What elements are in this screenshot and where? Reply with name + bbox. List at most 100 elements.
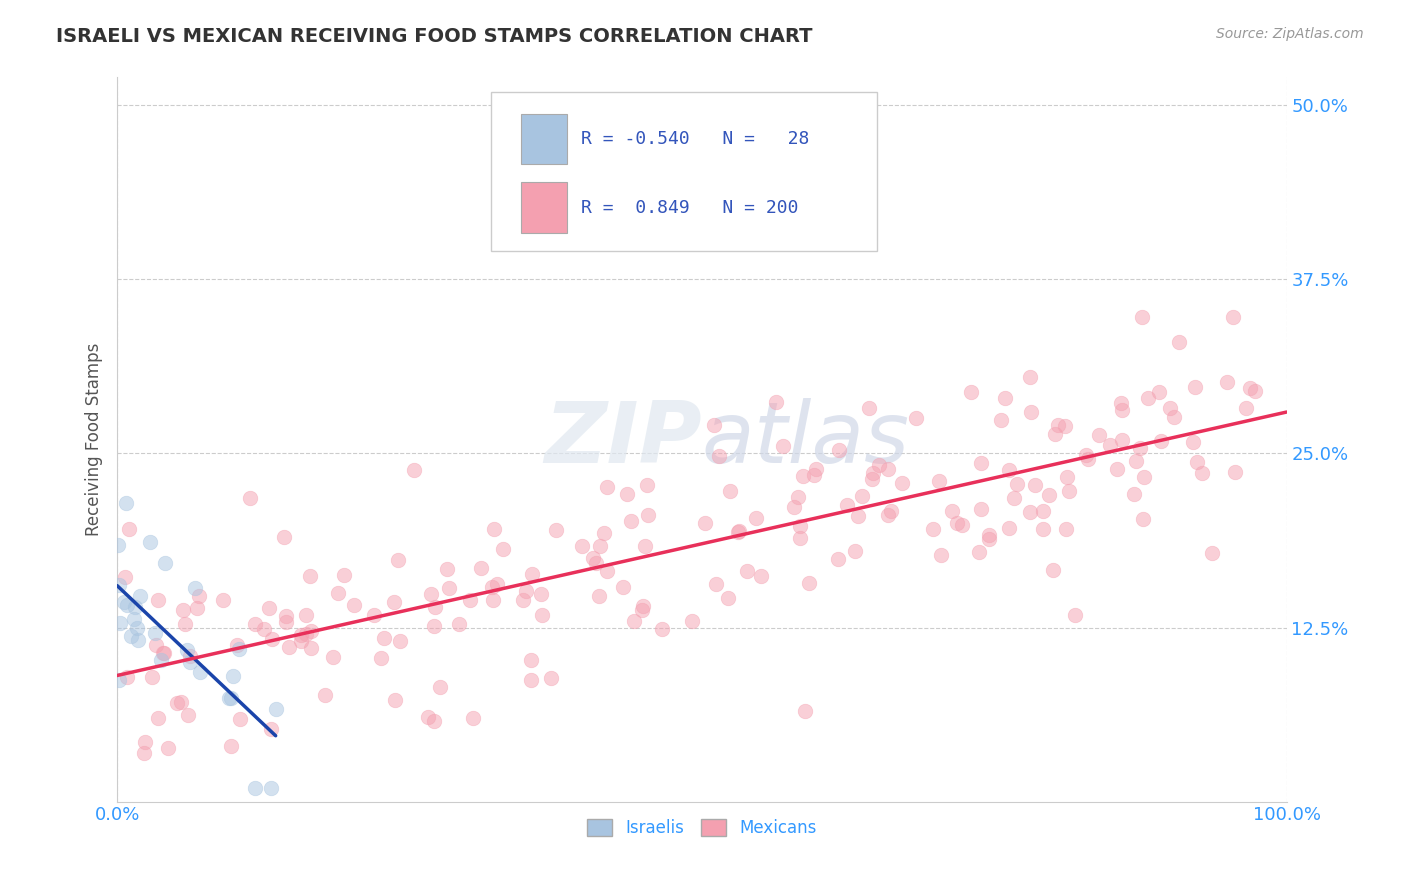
Point [115, 670, 138, 684]
Point [485, 577, 508, 591]
Point [585, 556, 607, 570]
Point [139, 534, 162, 549]
Point [186, 601, 208, 615]
Point [239, 491, 262, 505]
Point [484, 522, 506, 536]
Point [112, 594, 135, 608]
Point [134, 735, 156, 749]
Point [211, 593, 233, 607]
Bar [520, 113, 568, 164]
Point [994, 391, 1017, 405]
Point [616, 486, 638, 500]
Point [423, 619, 446, 633]
Point [188, 665, 211, 680]
Point [1191, 466, 1213, 480]
Legend: Israelis, Mexicans: Israelis, Mexicans [581, 813, 824, 844]
Point [290, 634, 312, 648]
Point [879, 504, 901, 518]
Point [332, 567, 354, 582]
Point [108, 578, 131, 592]
Point [1223, 465, 1246, 479]
Point [1057, 484, 1080, 499]
Point [176, 642, 198, 657]
Point [264, 702, 287, 716]
Point [153, 556, 176, 570]
Point [623, 615, 645, 629]
Point [979, 528, 1001, 542]
Point [595, 564, 617, 578]
Point [1107, 462, 1129, 476]
Point [612, 580, 634, 594]
Point [1234, 401, 1257, 416]
Point [120, 629, 142, 643]
Point [786, 491, 808, 505]
Point [177, 708, 200, 723]
Point [166, 696, 188, 710]
Point [745, 511, 768, 525]
Point [520, 567, 543, 582]
Text: ZIP: ZIP [544, 398, 702, 481]
Point [179, 648, 201, 663]
Point [387, 553, 409, 567]
Point [519, 673, 541, 687]
Point [342, 598, 364, 612]
Point [844, 544, 866, 558]
Point [997, 521, 1019, 535]
Point [245, 617, 267, 632]
Point [716, 591, 738, 605]
Point [127, 632, 149, 647]
Point [793, 705, 815, 719]
Point [295, 607, 318, 622]
Point [636, 478, 658, 492]
Point [124, 600, 146, 615]
Point [620, 514, 643, 528]
Point [274, 615, 297, 629]
FancyBboxPatch shape [491, 92, 877, 252]
Point [1182, 435, 1205, 450]
Point [115, 598, 138, 612]
Point [1042, 563, 1064, 577]
Point [143, 626, 166, 640]
Point [115, 496, 138, 510]
Point [146, 592, 169, 607]
Point [1111, 402, 1133, 417]
Point [218, 690, 240, 705]
Point [146, 711, 169, 725]
Point [630, 603, 652, 617]
Point [458, 592, 481, 607]
Point [876, 508, 898, 523]
Point [1184, 380, 1206, 394]
Point [461, 711, 484, 725]
Point [1130, 310, 1153, 324]
Point [447, 616, 470, 631]
Point [402, 463, 425, 477]
Point [846, 509, 869, 524]
Point [941, 504, 963, 518]
Point [1056, 469, 1078, 483]
Point [228, 642, 250, 657]
Point [1163, 409, 1185, 424]
Point [482, 593, 505, 607]
Point [243, 780, 266, 795]
Point [1159, 401, 1181, 416]
Point [1047, 417, 1070, 432]
Point [363, 607, 385, 622]
Point [1243, 384, 1265, 398]
Point [789, 531, 811, 545]
Point [1018, 505, 1040, 519]
Y-axis label: Receiving Food Stamps: Receiving Food Stamps [86, 343, 103, 536]
Point [891, 476, 914, 491]
Point [651, 622, 673, 636]
Point [257, 601, 280, 615]
Point [1125, 454, 1147, 468]
Point [1132, 470, 1154, 484]
Point [1002, 491, 1025, 505]
Point [127, 621, 149, 635]
Point [637, 508, 659, 523]
Point [382, 595, 405, 609]
Point [520, 653, 543, 667]
Point [804, 462, 827, 476]
Point [1222, 310, 1244, 325]
Point [157, 741, 180, 756]
Point [118, 522, 141, 536]
